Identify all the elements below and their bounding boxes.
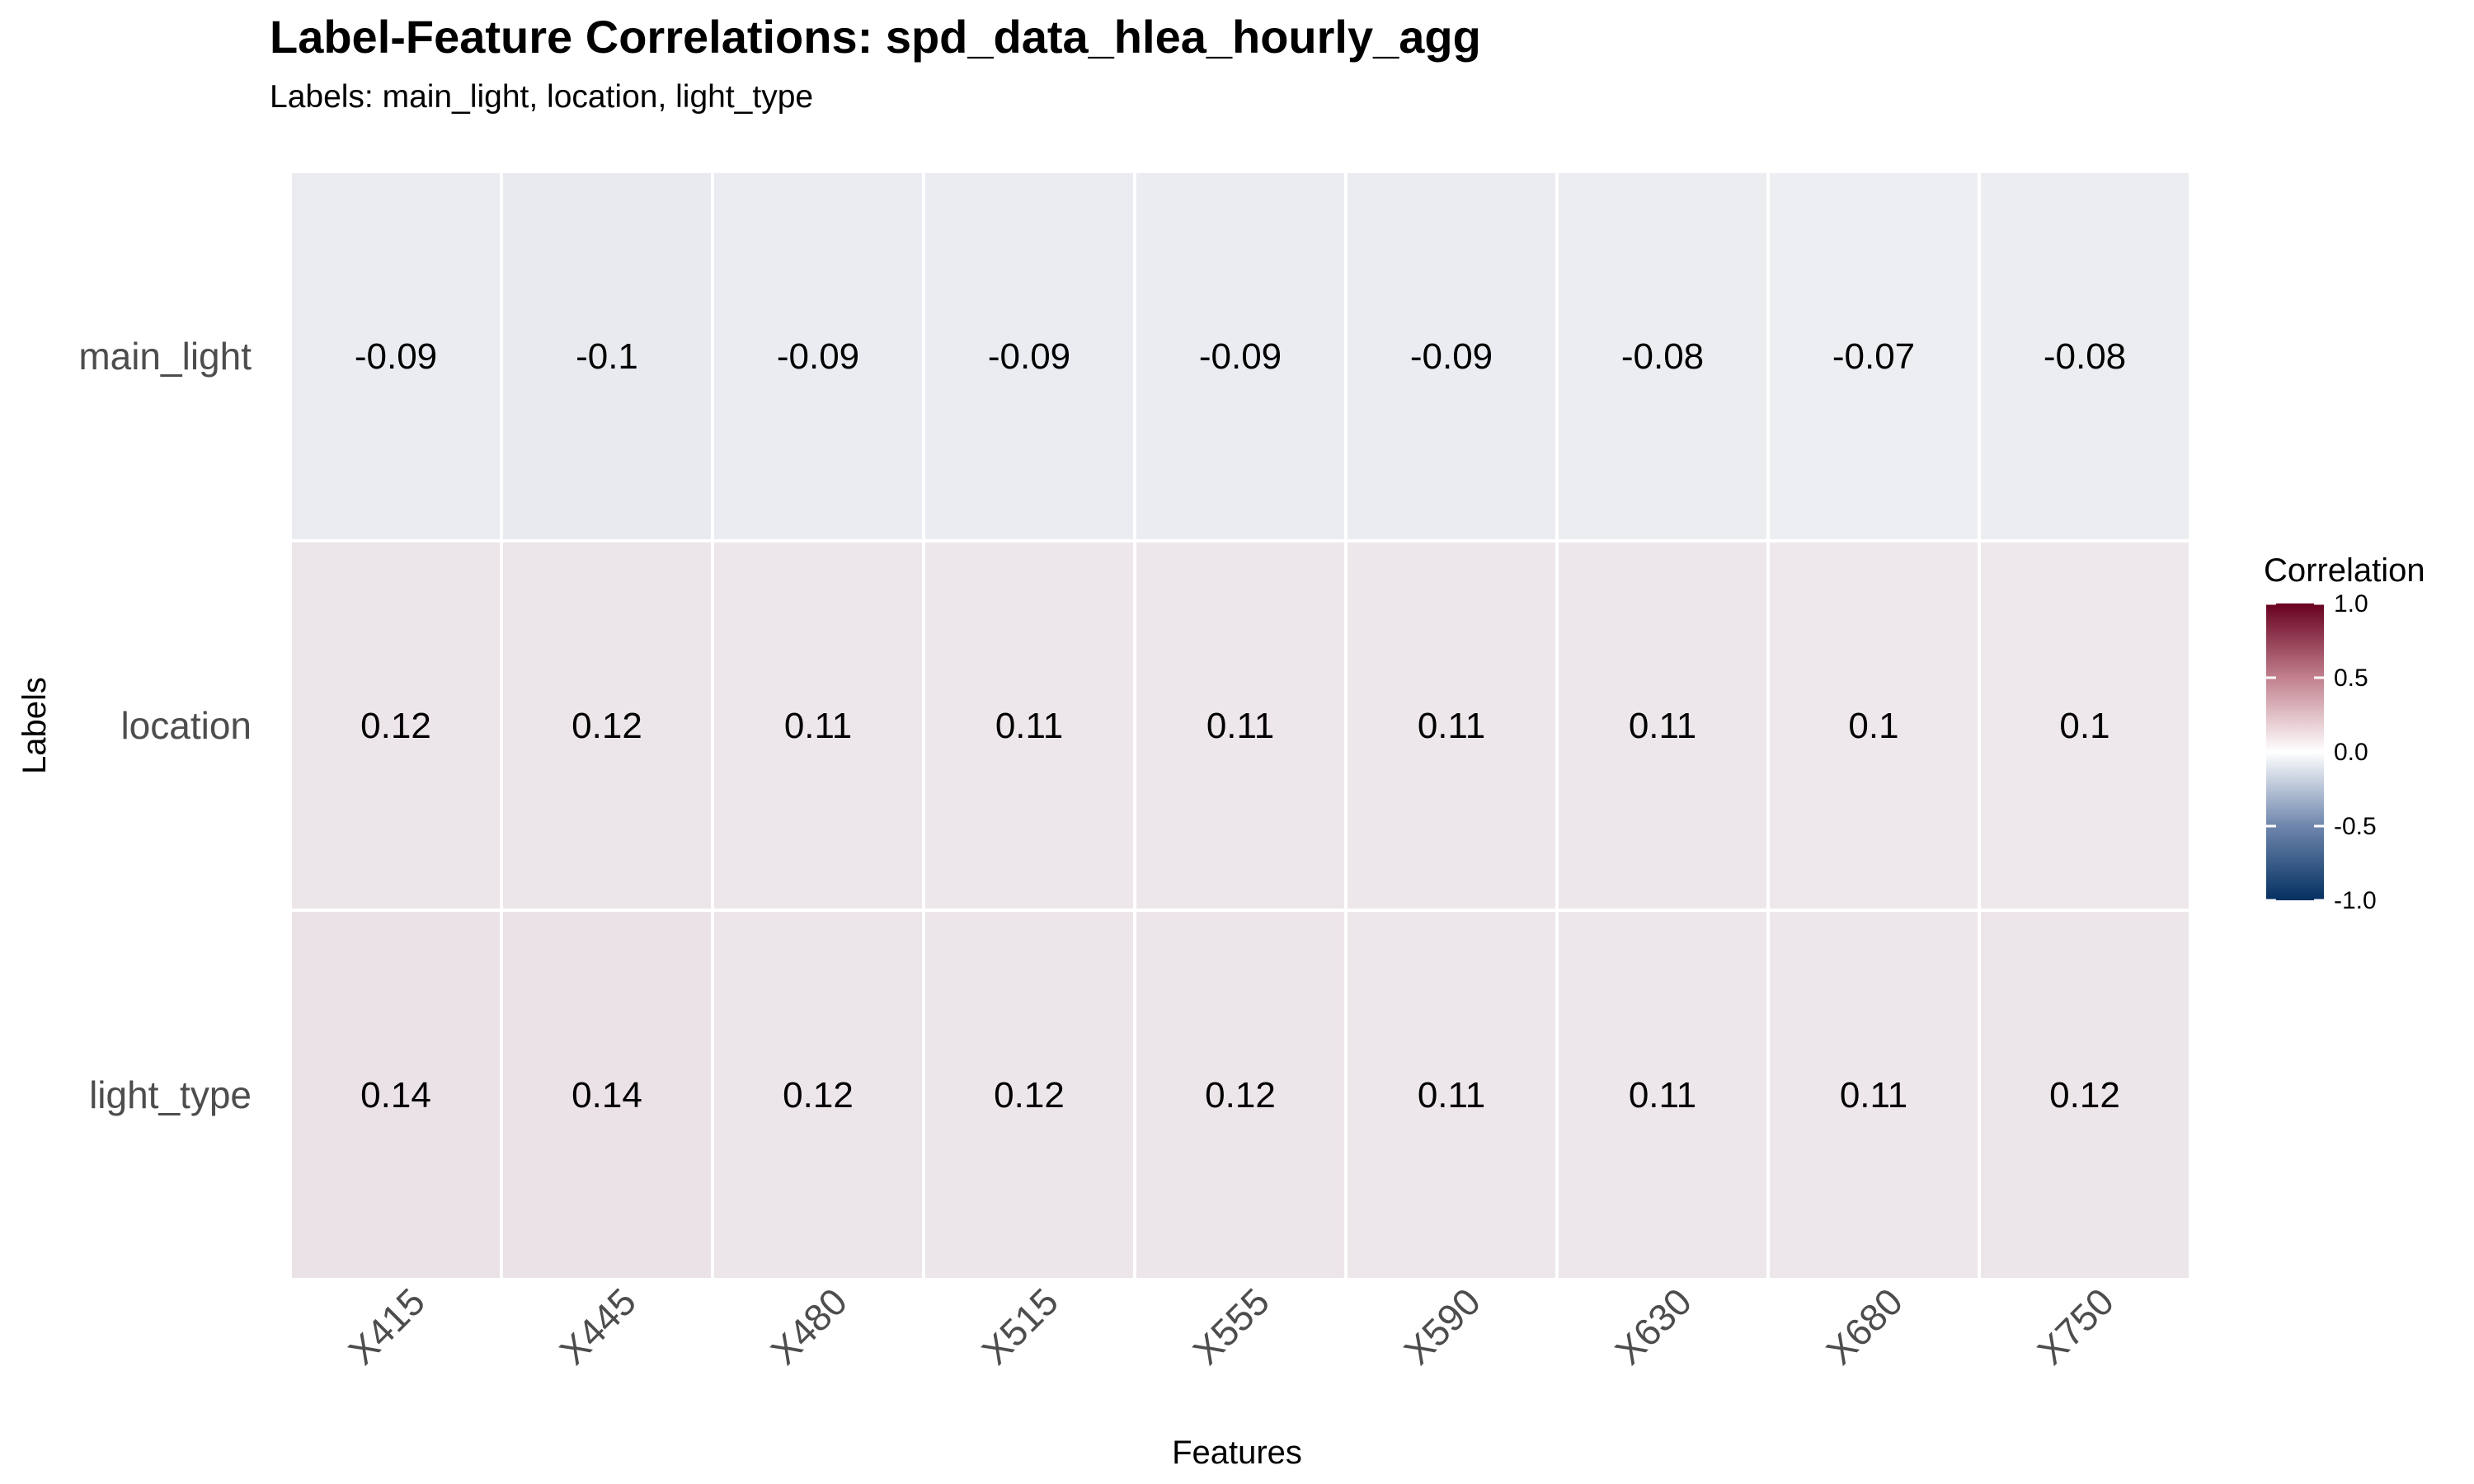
color-legend: Correlation 1.0 0.5 0.0 -0.5 -1.0 — [2264, 552, 2425, 914]
cell-value-label: -0.07 — [1832, 336, 1915, 377]
cell-value-label: 0.11 — [1629, 1075, 1696, 1115]
cell-value-label: 0.12 — [994, 1075, 1065, 1115]
heatmap-cell — [1766, 170, 1981, 542]
heatmap-cell — [922, 909, 1136, 1281]
heatmap-cell — [289, 170, 503, 542]
legend-title: Correlation — [2264, 552, 2425, 589]
heatmap-cell — [1766, 539, 1981, 912]
cell-value-label: 0.12 — [360, 706, 431, 746]
cell-value-label: 0.12 — [571, 706, 642, 746]
heatmap-cell — [922, 170, 1136, 542]
y-tick-label: main_light — [78, 335, 252, 378]
heatmap-cell — [711, 170, 925, 542]
heatmap-cell — [500, 909, 714, 1281]
cell-value-label: 0.11 — [995, 706, 1063, 746]
heatmap-cell — [1978, 539, 2192, 912]
legend-tick-label: -0.5 — [2334, 813, 2377, 840]
cell-value-label: -0.09 — [1410, 336, 1493, 377]
cell-value-label: 0.1 — [2059, 706, 2109, 746]
heatmap-cell — [289, 909, 503, 1281]
cell-value-label: -0.09 — [988, 336, 1070, 377]
cell-value-label: -0.08 — [2044, 336, 2126, 377]
cell-value-label: -0.1 — [576, 336, 638, 377]
x-tick-label: X630 — [1606, 1280, 1700, 1373]
cell-value-label: 0.11 — [1840, 1075, 1907, 1115]
y-axis-title: Labels — [16, 677, 53, 774]
chart-title: Label-Feature Correlations: spd_data_hle… — [270, 11, 1481, 63]
x-axis-title: Features — [1172, 1435, 1302, 1471]
heatmap-cell — [1133, 909, 1348, 1281]
heatmap-cell — [711, 539, 925, 912]
y-axis-tick-labels: main_light location light_type — [78, 335, 252, 1116]
y-tick-label: light_type — [89, 1073, 252, 1116]
x-tick-label: X555 — [1184, 1280, 1277, 1373]
heatmap-cell — [1555, 909, 1770, 1281]
cell-value-label: -0.09 — [1199, 336, 1282, 377]
legend-ticks: 1.0 0.5 0.0 -0.5 -1.0 — [2266, 590, 2377, 914]
legend-tick-label: 1.0 — [2334, 590, 2368, 618]
heatmap-cell — [1133, 539, 1348, 912]
x-tick-label: X590 — [1395, 1280, 1489, 1373]
cell-value-label: 0.12 — [2049, 1075, 2120, 1115]
cell-value-label: 0.14 — [360, 1075, 431, 1115]
cell-value-label: -0.09 — [777, 336, 859, 377]
heatmap-cell — [500, 170, 714, 542]
legend-tick-label: 0.5 — [2334, 665, 2368, 692]
heatmap-cell — [1978, 909, 2192, 1281]
x-tick-label: X415 — [340, 1280, 433, 1373]
cell-value-label: -0.09 — [355, 336, 437, 377]
cell-value-label: 0.14 — [571, 1075, 642, 1115]
x-tick-label: X680 — [1818, 1280, 1911, 1373]
chart-subtitle: Labels: main_light, location, light_type — [270, 79, 813, 115]
cell-value-label: 0.12 — [1205, 1075, 1276, 1115]
x-tick-label: X445 — [551, 1280, 644, 1373]
cell-value-label: 0.11 — [1206, 706, 1274, 746]
heatmap-cell — [289, 539, 503, 912]
heatmap-cells: -0.09 -0.1 -0.09 -0.09 -0.09 -0.09 -0.08 -0.07 -… — [289, 170, 2192, 1281]
x-axis-tick-labels: X415 X445 X480 X515 X555 X590 X630 X680 X750 — [340, 1280, 2122, 1373]
x-tick-label: X480 — [762, 1280, 855, 1373]
y-tick-label: location — [120, 704, 252, 747]
heatmap-cell — [922, 539, 1136, 912]
cell-value-label: -0.08 — [1621, 336, 1704, 377]
heatmap-cell — [711, 909, 925, 1281]
cell-value-label: 0.11 — [1629, 706, 1696, 746]
cell-value-label: 0.11 — [1418, 1075, 1485, 1115]
cell-value-label: 0.12 — [783, 1075, 854, 1115]
heatmap-cell — [1555, 539, 1770, 912]
heatmap-cell — [1133, 170, 1348, 542]
cell-value-label: 0.11 — [784, 706, 852, 746]
legend-tick-label: 0.0 — [2334, 739, 2368, 766]
legend-tick-label: -1.0 — [2334, 887, 2377, 914]
cell-value-label: 0.1 — [1848, 706, 1898, 746]
x-tick-label: X515 — [973, 1280, 1066, 1373]
heatmap-cell — [1344, 170, 1559, 542]
x-tick-label: X750 — [2029, 1280, 2122, 1373]
cell-value-label: 0.11 — [1418, 706, 1485, 746]
